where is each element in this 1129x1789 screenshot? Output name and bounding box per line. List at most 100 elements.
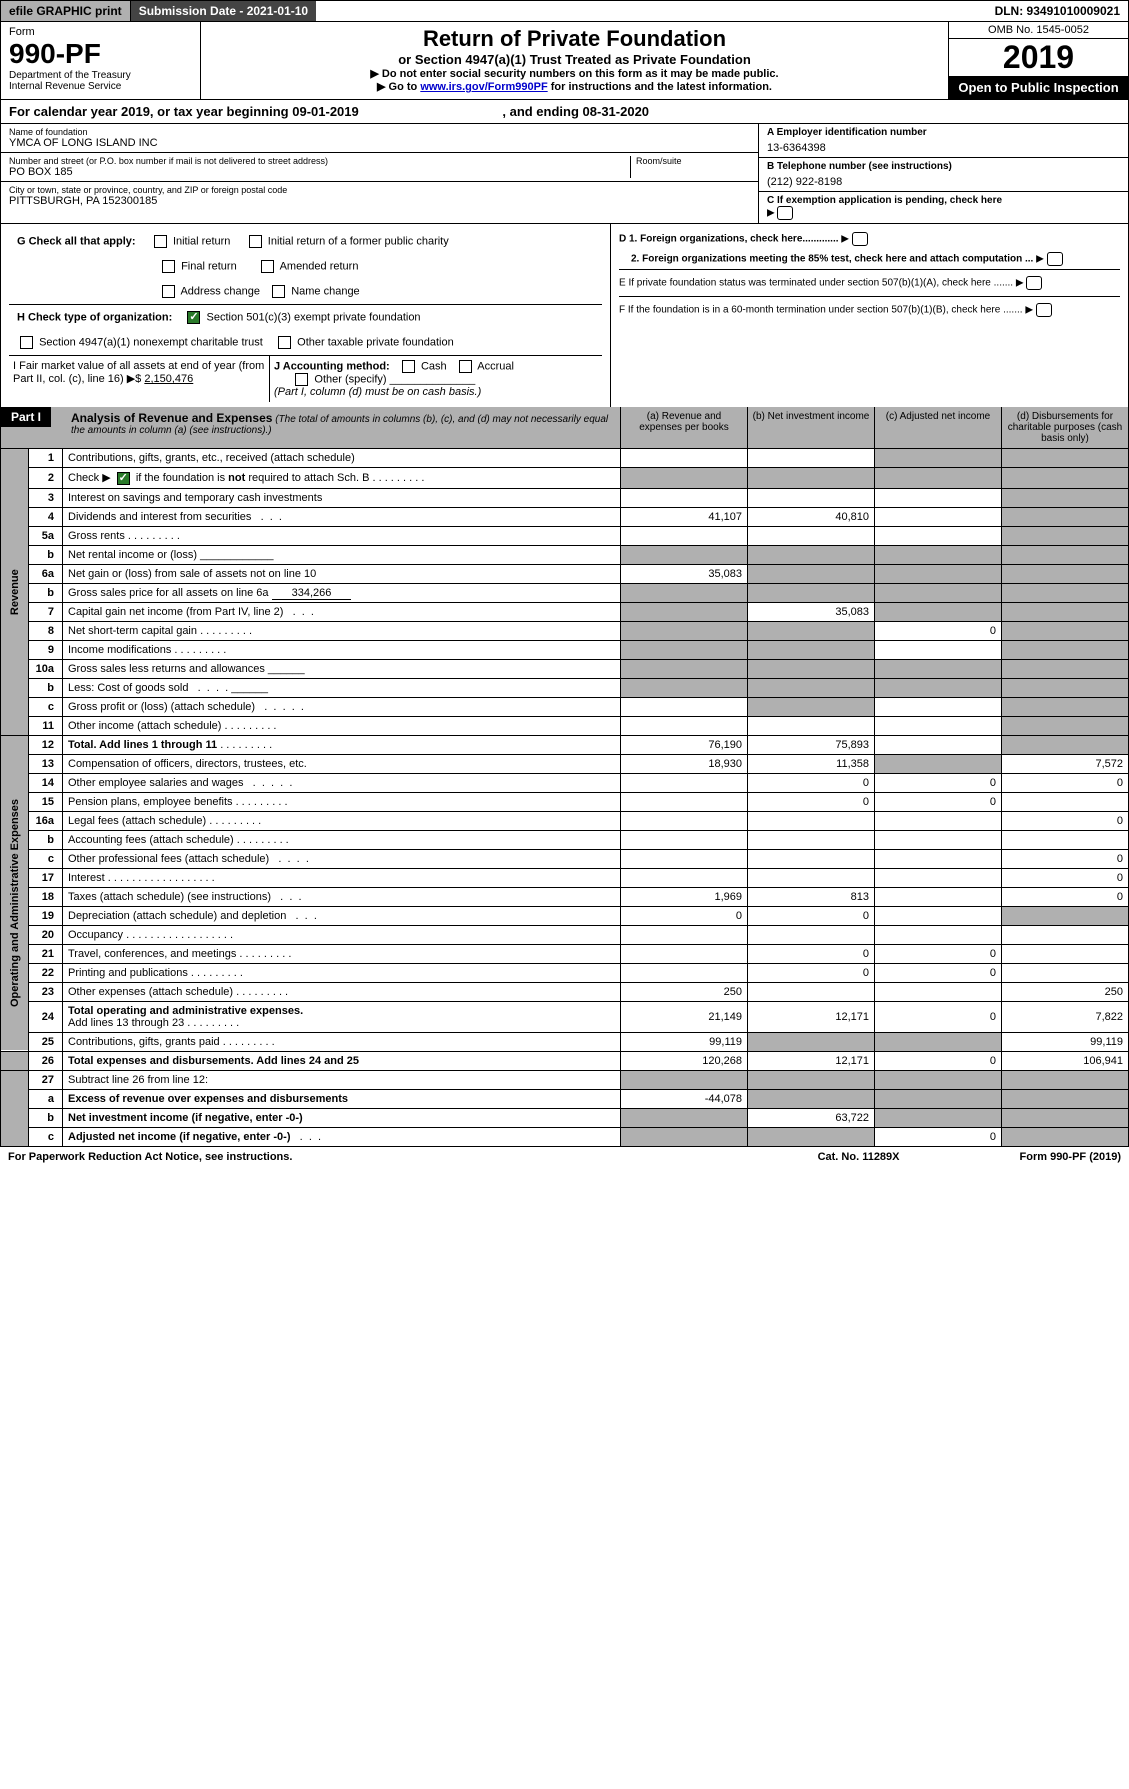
line-4: Dividends and interest from securities .… bbox=[63, 507, 621, 526]
dept-treasury: Department of the Treasury bbox=[9, 70, 192, 81]
name-change-checkbox[interactable] bbox=[272, 285, 285, 298]
entity-info-block: Name of foundation YMCA OF LONG ISLAND I… bbox=[0, 124, 1129, 224]
revenue-tab: Revenue bbox=[1, 449, 29, 735]
f-checkbox[interactable] bbox=[1036, 303, 1052, 317]
part1-label: Part I bbox=[1, 407, 51, 427]
line-23: Other expenses (attach schedule) bbox=[63, 982, 621, 1001]
cat-number: Cat. No. 11289X bbox=[818, 1151, 900, 1163]
name-change-label: Name change bbox=[291, 285, 360, 297]
line-16b: Accounting fees (attach schedule) bbox=[63, 830, 621, 849]
phone-value: (212) 922-8198 bbox=[767, 172, 1120, 188]
line-27b: Net investment income (if negative, ente… bbox=[63, 1108, 621, 1127]
fmv-value: 2,150,476 bbox=[144, 373, 193, 385]
line-12: Total. Add lines 1 through 11 bbox=[63, 735, 621, 754]
submission-date: Submission Date - 2021-01-10 bbox=[131, 1, 316, 21]
cy-end: 08-31-2020 bbox=[583, 104, 650, 119]
ssn-warning: ▶ Do not enter social security numbers o… bbox=[205, 67, 944, 80]
line-20: Occupancy bbox=[63, 925, 621, 944]
goto-link-line: ▶ Go to www.irs.gov/Form990PF for instru… bbox=[205, 80, 944, 93]
cash-label: Cash bbox=[421, 360, 447, 372]
address-change-checkbox[interactable] bbox=[162, 285, 175, 298]
initial-return-checkbox[interactable] bbox=[154, 235, 167, 248]
col-b-header: (b) Net investment income bbox=[747, 407, 874, 448]
city-label: City or town, state or province, country… bbox=[9, 185, 750, 195]
form-subtitle: or Section 4947(a)(1) Trust Treated as P… bbox=[205, 52, 944, 67]
name-label: Name of foundation bbox=[9, 127, 750, 137]
fmv-label: I Fair market value of all assets at end… bbox=[13, 360, 264, 385]
form-url-link[interactable]: www.irs.gov/Form990PF bbox=[420, 81, 547, 93]
4947-checkbox[interactable] bbox=[20, 336, 33, 349]
address-label: Number and street (or P.O. box number if… bbox=[9, 156, 630, 166]
efile-print-button[interactable]: efile GRAPHIC print bbox=[1, 1, 131, 21]
exemption-checkbox[interactable] bbox=[777, 206, 793, 220]
line-27c: Adjusted net income (if negative, enter … bbox=[63, 1127, 621, 1146]
room-label: Room/suite bbox=[636, 156, 750, 166]
line-26: Total expenses and disbursements. Add li… bbox=[63, 1051, 621, 1070]
line-18: Taxes (attach schedule) (see instruction… bbox=[63, 887, 621, 906]
form-number: 990-PF bbox=[9, 38, 192, 70]
d2-checkbox[interactable] bbox=[1047, 252, 1063, 266]
final-return-checkbox[interactable] bbox=[162, 260, 175, 273]
e-checkbox[interactable] bbox=[1026, 276, 1042, 290]
d2-label: 2. Foreign organizations meeting the 85%… bbox=[631, 254, 1033, 265]
line-7: Capital gain net income (from Part IV, l… bbox=[63, 602, 621, 621]
schb-checkbox[interactable] bbox=[117, 472, 130, 485]
line-10a: Gross sales less returns and allowances … bbox=[63, 659, 621, 678]
f-label: F If the foundation is in a 60-month ter… bbox=[619, 305, 1023, 316]
accrual-checkbox[interactable] bbox=[459, 360, 472, 373]
initial-return-label: Initial return bbox=[173, 235, 230, 247]
line-6b: Gross sales price for all assets on line… bbox=[63, 583, 621, 602]
line-5b: Net rental income or (loss) ____________ bbox=[63, 545, 621, 564]
form-title: Return of Private Foundation bbox=[205, 26, 944, 52]
col-d-header: (d) Disbursements for charitable purpose… bbox=[1001, 407, 1128, 448]
line-19: Depreciation (attach schedule) and deple… bbox=[63, 906, 621, 925]
amended-return-checkbox[interactable] bbox=[261, 260, 274, 273]
line-10b: Less: Cost of goods sold . . . . ______ bbox=[63, 678, 621, 697]
line-25: Contributions, gifts, grants paid bbox=[63, 1032, 621, 1051]
cash-checkbox[interactable] bbox=[402, 360, 415, 373]
dln-number: DLN: 93491010009021 bbox=[987, 1, 1128, 21]
j-label: J Accounting method: bbox=[274, 360, 390, 372]
line-8: Net short-term capital gain bbox=[63, 621, 621, 640]
other-taxable-checkbox[interactable] bbox=[278, 336, 291, 349]
cy-prefix: For calendar year 2019, or tax year begi… bbox=[9, 104, 292, 119]
exemption-label: C If exemption application is pending, c… bbox=[767, 195, 1002, 206]
tax-year: 2019 bbox=[949, 39, 1128, 76]
phone-label: B Telephone number (see instructions) bbox=[767, 161, 1120, 172]
501c3-checkbox[interactable] bbox=[187, 311, 200, 324]
amended-return-label: Amended return bbox=[280, 260, 359, 272]
4947-label: Section 4947(a)(1) nonexempt charitable … bbox=[39, 336, 263, 348]
h-label: H Check type of organization: bbox=[17, 311, 172, 323]
other-method-label: Other (specify) bbox=[314, 373, 386, 385]
cy-begin: 09-01-2019 bbox=[292, 104, 359, 119]
checks-section: G Check all that apply: Initial return I… bbox=[0, 224, 1129, 407]
g-label: G Check all that apply: bbox=[17, 235, 136, 247]
ein-value: 13-6364398 bbox=[767, 138, 1120, 154]
d1-checkbox[interactable] bbox=[852, 232, 868, 246]
line-16a: Legal fees (attach schedule) bbox=[63, 811, 621, 830]
line-1: Contributions, gifts, grants, etc., rece… bbox=[63, 449, 621, 468]
line-3: Interest on savings and temporary cash i… bbox=[63, 488, 621, 507]
line-15: Pension plans, employee benefits bbox=[63, 792, 621, 811]
line-13: Compensation of officers, directors, tru… bbox=[63, 754, 621, 773]
line-10c: Gross profit or (loss) (attach schedule)… bbox=[63, 697, 621, 716]
line-16c: Other professional fees (attach schedule… bbox=[63, 849, 621, 868]
foundation-name: YMCA OF LONG ISLAND INC bbox=[9, 137, 750, 149]
e-label: E If private foundation status was termi… bbox=[619, 278, 1013, 289]
line-21: Travel, conferences, and meetings bbox=[63, 944, 621, 963]
line-24: Total operating and administrative expen… bbox=[63, 1001, 621, 1032]
omb-number: OMB No. 1545-0052 bbox=[949, 22, 1128, 39]
calendar-year-line: For calendar year 2019, or tax year begi… bbox=[0, 100, 1129, 124]
d1-label: D 1. Foreign organizations, check here..… bbox=[619, 234, 839, 245]
initial-former-label: Initial return of a former public charit… bbox=[268, 235, 449, 247]
city-value: PITTSBURGH, PA 152300185 bbox=[9, 195, 750, 207]
paperwork-notice: For Paperwork Reduction Act Notice, see … bbox=[8, 1151, 292, 1163]
address-change-label: Address change bbox=[180, 285, 260, 297]
line-27: Subtract line 26 from line 12: bbox=[63, 1070, 621, 1089]
initial-former-checkbox[interactable] bbox=[249, 235, 262, 248]
line-6a: Net gain or (loss) from sale of assets n… bbox=[63, 564, 621, 583]
line-2: Check ▶ if the foundation is not require… bbox=[63, 468, 621, 489]
cy-mid: , and ending bbox=[502, 104, 582, 119]
other-method-checkbox[interactable] bbox=[295, 373, 308, 386]
line-14: Other employee salaries and wages . . . … bbox=[63, 773, 621, 792]
